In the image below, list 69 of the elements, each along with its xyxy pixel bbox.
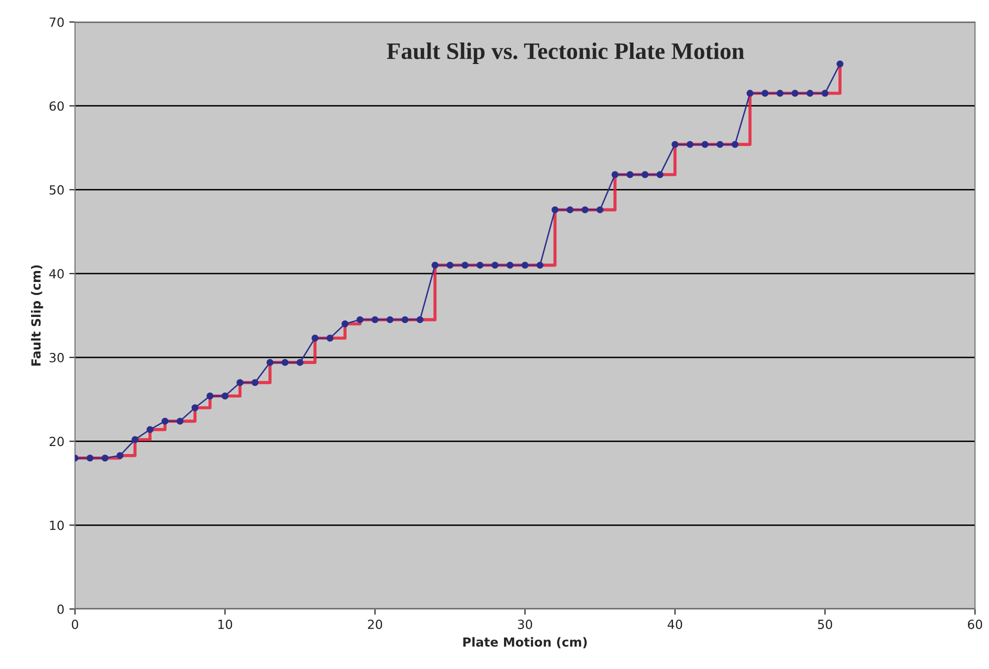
point — [236, 379, 244, 386]
point — [522, 262, 528, 269]
y-tick-label: 0 — [57, 604, 64, 614]
point — [806, 90, 814, 97]
point — [86, 454, 94, 462]
point — [612, 171, 618, 178]
point — [506, 262, 514, 269]
point — [252, 379, 258, 386]
point — [402, 316, 408, 324]
point — [176, 418, 184, 425]
point — [566, 206, 574, 214]
point — [386, 316, 394, 324]
point — [416, 316, 424, 324]
y-tick-label: 60 — [50, 101, 64, 111]
point — [702, 140, 708, 148]
x-tick-label: 20 — [368, 620, 382, 630]
point — [732, 140, 738, 148]
point — [102, 454, 108, 462]
point — [672, 140, 678, 148]
point — [836, 60, 844, 68]
point — [356, 316, 364, 324]
point — [326, 334, 334, 342]
point — [476, 262, 484, 269]
point — [282, 358, 288, 366]
point — [206, 392, 214, 400]
point — [266, 358, 274, 366]
point — [492, 262, 498, 269]
point — [116, 452, 124, 460]
text: Fault Slip vs. Tectonic Plate Motion — [386, 42, 744, 64]
point — [686, 140, 694, 148]
point — [132, 436, 138, 444]
x-tick-label: 60 — [968, 620, 982, 630]
point — [626, 171, 634, 178]
x-axis-title: Plate Motion (cm) — [463, 637, 587, 648]
point — [312, 334, 318, 342]
point — [746, 90, 754, 97]
y-axis-title: Fault Slip (cm) — [31, 265, 44, 366]
y-tick-label: 30 — [50, 352, 64, 362]
y-tick-label: 70 — [50, 17, 64, 27]
y-tick-label: 50 — [50, 185, 64, 195]
point — [656, 171, 664, 178]
x-tick-label: 30 — [518, 620, 532, 630]
point — [222, 392, 228, 400]
x-tick-label: 0 — [72, 620, 78, 630]
point — [762, 90, 768, 97]
point — [716, 140, 724, 148]
point — [462, 262, 468, 269]
point — [296, 358, 304, 366]
x-tick-label: 10 — [218, 620, 232, 630]
point — [822, 90, 828, 97]
y-tick-label: 40 — [49, 269, 64, 278]
point — [372, 316, 378, 324]
point — [446, 262, 454, 269]
point — [146, 426, 154, 434]
point — [552, 206, 558, 214]
point — [596, 206, 604, 214]
point — [776, 90, 784, 97]
y-tick-label: 20 — [50, 436, 64, 446]
point — [642, 171, 648, 178]
point — [432, 262, 438, 269]
point — [192, 404, 198, 412]
point — [162, 418, 168, 425]
y-tick-label: 10 — [50, 520, 64, 530]
point — [792, 90, 798, 97]
x-tick-label: 50 — [818, 620, 832, 630]
point — [536, 262, 544, 269]
point — [582, 206, 588, 214]
point — [342, 320, 348, 328]
x-tick-label: 40 — [668, 620, 682, 630]
